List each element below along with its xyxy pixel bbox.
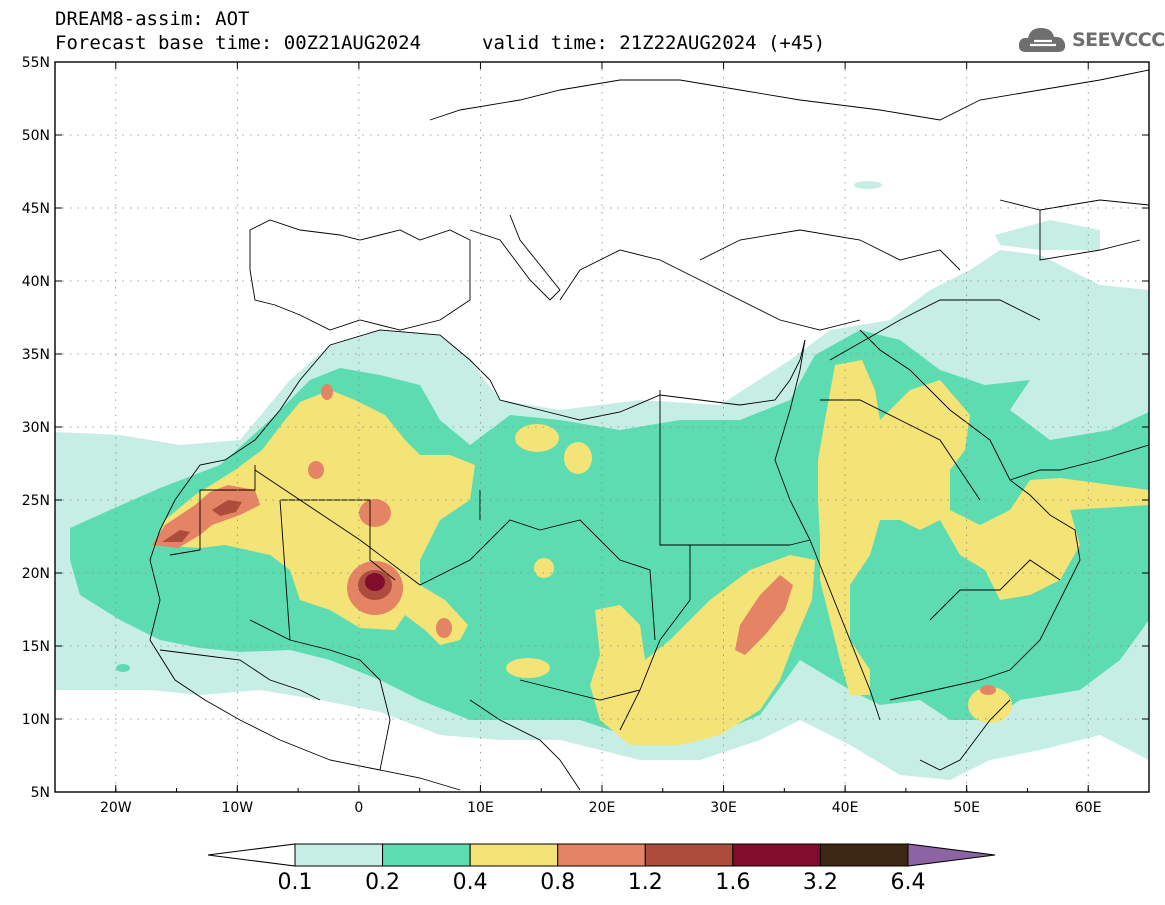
lat-label: 15N [22,639,50,655]
lat-label: 5N [31,785,50,801]
lat-label: 30N [22,420,50,436]
forecast-base-time: Forecast base time: 00Z21AUG2024 [55,32,422,54]
cloud-icon [1018,28,1066,52]
lon-label: 10W [221,800,253,816]
colorbar-box [819,843,909,867]
colorbar-box [469,843,559,867]
colorbar-box [732,843,821,867]
aot-band-0-4 [534,558,554,578]
lon-label: 0 [354,800,363,816]
aot-band-0-4 [515,424,559,452]
lat-label: 20N [22,566,50,582]
lon-label: 60E [1075,800,1102,816]
lat-label: 55N [22,55,50,71]
aot-band-1-2 [162,530,190,542]
colorbar-over-triangle [907,843,996,867]
aot-band-1-2 [212,500,242,516]
lon-label: 30E [710,800,737,816]
colorbar-box [382,843,471,867]
logo-text: SEEVCCC [1072,29,1165,51]
lon-label: 50E [953,800,980,816]
colorbar-label: 0.8 [540,870,576,895]
lat-label: 45N [22,201,50,217]
colorbar-label: 0.4 [452,870,488,895]
aot-band-0-1 [854,181,882,189]
aot-band-0-8 [436,618,452,638]
aot-field [55,69,1149,791]
lat-label: 40N [22,274,50,290]
latitude-labels: 55N 50N 45N 40N 35N 30N 25N 20N 15N 10N 5N [22,55,50,801]
colorbar-label: 3.2 [802,870,838,895]
lat-label: 50N [22,128,50,144]
valid-time: valid time: 21Z22AUG2024 (+45) [482,32,826,54]
aot-band-0-4 [506,658,550,678]
aot-band-0-8 [308,461,324,479]
model-title: DREAM8-assim: AOT [55,8,250,30]
aot-band-1-6 [365,573,385,591]
aot-band-0-8 [321,384,333,400]
aot-band-0-8 [980,685,996,695]
lon-label: 10E [467,800,494,816]
aot-band-0-1 [995,220,1100,250]
aot-band-0-2 [116,664,130,672]
lon-label: 20W [100,800,132,816]
lon-label: 40E [832,800,859,816]
colorbar-box [294,843,384,867]
aot-band-0-8 [359,499,391,527]
aot-band-0-4 [968,687,1012,723]
seevccc-logo: SEEVCCC [1016,22,1165,58]
colorbar-label: 1.6 [715,870,751,895]
colorbar-label: 6.4 [890,870,926,895]
lat-label: 25N [22,493,50,509]
colorbar [207,843,996,867]
colorbar-box [644,843,734,867]
lon-label: 20E [589,800,616,816]
aot-band-0-4 [818,360,1149,695]
aot-band-0-4 [978,524,1022,552]
colorbar-label: 0.1 [277,870,313,895]
aot-band-0-4 [564,442,592,474]
axis-ticks [54,61,1150,793]
aot-band-0-8 [735,575,793,655]
colorbar-box [557,843,646,867]
colorbar-label: 0.2 [365,870,401,895]
borders [149,69,1149,791]
lat-label: 35N [22,347,50,363]
colorbar-label: 1.2 [627,870,663,895]
graticule [55,62,1149,792]
colorbar-under-triangle [207,843,296,867]
longitude-labels: 20W 10W 0 10E 20E 30E 40E 50E 60E [100,800,1102,816]
lat-label: 10N [22,712,50,728]
